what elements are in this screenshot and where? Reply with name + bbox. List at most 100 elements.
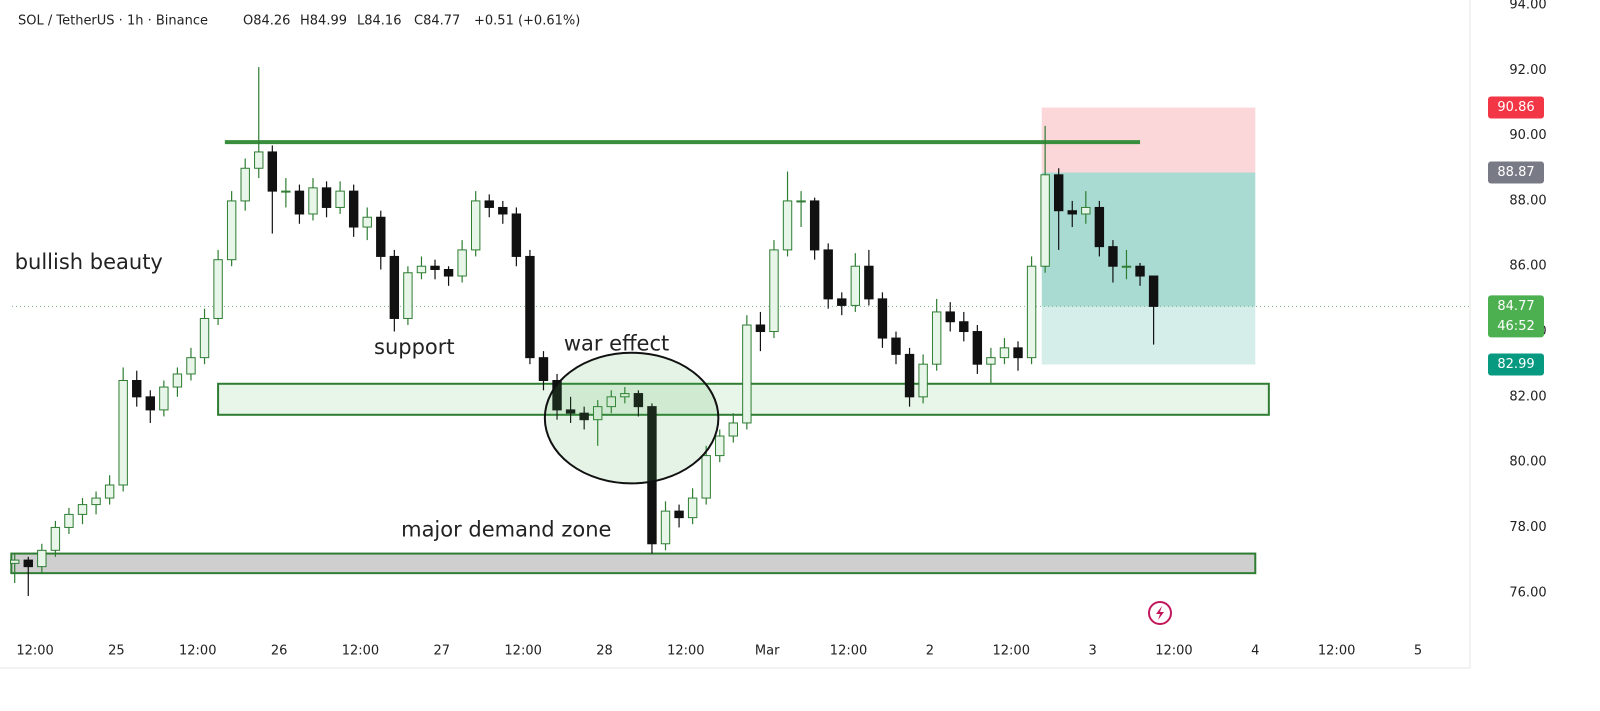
candle-body <box>470 200 481 251</box>
candle-body <box>701 455 711 499</box>
candle-body <box>809 200 820 251</box>
candle-body <box>687 497 698 519</box>
candle-body <box>891 337 901 355</box>
candle-body <box>199 317 210 359</box>
candle-body <box>37 549 47 568</box>
stop-tag: 90.86 <box>1497 100 1534 115</box>
candle-body <box>579 412 589 421</box>
candle-body <box>1026 265 1037 359</box>
candle-body <box>254 151 264 169</box>
ohlc-high: H84.99 <box>300 14 347 29</box>
candle-body <box>538 357 549 382</box>
x-tick-label: Mar <box>755 644 780 659</box>
candle-body <box>999 347 1010 359</box>
candle-body <box>348 190 359 228</box>
candle-body <box>362 216 372 228</box>
x-tick-label: 2 <box>926 644 934 659</box>
candle-body <box>484 200 494 208</box>
x-tick-label: 25 <box>108 644 125 659</box>
candle-body <box>593 406 603 421</box>
candle-body <box>959 321 969 333</box>
y-tick-label: 94.00 <box>1509 0 1546 13</box>
candle-body <box>1094 206 1105 248</box>
candle-body <box>918 363 928 398</box>
candle-body <box>213 259 223 319</box>
war-circle <box>543 351 720 485</box>
candle-body <box>742 324 752 424</box>
x-tick-label: 12:00 <box>179 644 216 659</box>
candle-body <box>403 272 413 319</box>
candle-body <box>1135 265 1145 277</box>
candle-body <box>335 190 345 208</box>
candle-body <box>159 386 169 411</box>
y-tick-label: 76.00 <box>1509 585 1546 600</box>
annotation: war effect <box>564 332 669 356</box>
candle-body <box>972 331 983 365</box>
candle-body <box>10 559 20 564</box>
candle-body <box>308 187 318 215</box>
x-tick-label: 3 <box>1088 644 1096 659</box>
candle-body <box>1040 174 1050 267</box>
candle-body <box>769 249 779 333</box>
candle-body <box>715 435 725 457</box>
stop-zone <box>1041 107 1256 173</box>
candle-body <box>633 393 644 408</box>
candle-body <box>145 396 155 411</box>
candle-body <box>877 298 888 339</box>
x-tick-label: 12:00 <box>830 644 867 659</box>
zone <box>10 552 1257 575</box>
candle-body <box>240 167 250 202</box>
candle-body <box>267 151 278 192</box>
candle-body <box>755 324 766 333</box>
y-tick-label: 82.00 <box>1509 389 1546 404</box>
x-tick-label: 12:00 <box>993 644 1030 659</box>
candle-body <box>823 249 833 300</box>
x-tick-label: 12:00 <box>342 644 379 659</box>
candle-body <box>64 513 74 528</box>
candle-body <box>511 213 522 257</box>
candle-body <box>986 357 996 365</box>
candle-body <box>1121 265 1132 268</box>
candle-body <box>118 380 128 486</box>
header: SOL / TetherUS · 1h · Binance O84.26 H84… <box>18 14 580 29</box>
candle-body <box>1148 275 1159 307</box>
candle-body <box>837 298 847 306</box>
candle-body <box>1108 246 1118 267</box>
candle-body <box>430 265 440 270</box>
annotation: major demand zone <box>401 518 611 542</box>
x-tick-label: 5 <box>1414 644 1422 659</box>
y-tick-label: 78.00 <box>1509 520 1546 535</box>
candle-body <box>1053 174 1064 212</box>
symbol: SOL / TetherUS · 1h · Binance <box>18 14 208 29</box>
candle-body <box>647 406 657 545</box>
candle-body <box>172 373 183 388</box>
current-tag-bg <box>1488 295 1544 338</box>
candle-body <box>226 200 237 261</box>
x-tick-label: 12:00 <box>504 644 541 659</box>
alert-icon[interactable] <box>1148 601 1172 625</box>
candle-body <box>620 393 630 398</box>
target-zone <box>1041 306 1256 365</box>
x-tick-label: 12:00 <box>667 644 704 659</box>
annotation: bullish beauty <box>15 250 163 274</box>
candle-body <box>1013 347 1023 359</box>
y-tick-label: 90.00 <box>1509 128 1546 143</box>
target-tag-bg <box>1488 353 1544 376</box>
x-tick-label: 27 <box>434 644 451 659</box>
change: +0.51 (+0.61%) <box>474 14 580 29</box>
profit-zone <box>1041 172 1256 307</box>
candle-body <box>728 422 739 437</box>
candle-body <box>782 200 793 251</box>
candle-body <box>376 216 386 257</box>
y-tick-label: 88.00 <box>1509 193 1546 208</box>
candle-body <box>104 484 115 499</box>
target-tag: 82.99 <box>1497 357 1534 372</box>
candle-body <box>552 380 562 411</box>
candle-body <box>416 265 427 274</box>
ohlc-close: C84.77 <box>414 14 460 29</box>
x-tick-label: 26 <box>271 644 288 659</box>
candle-body <box>50 526 61 551</box>
current-tag: 84.77 <box>1497 299 1534 314</box>
